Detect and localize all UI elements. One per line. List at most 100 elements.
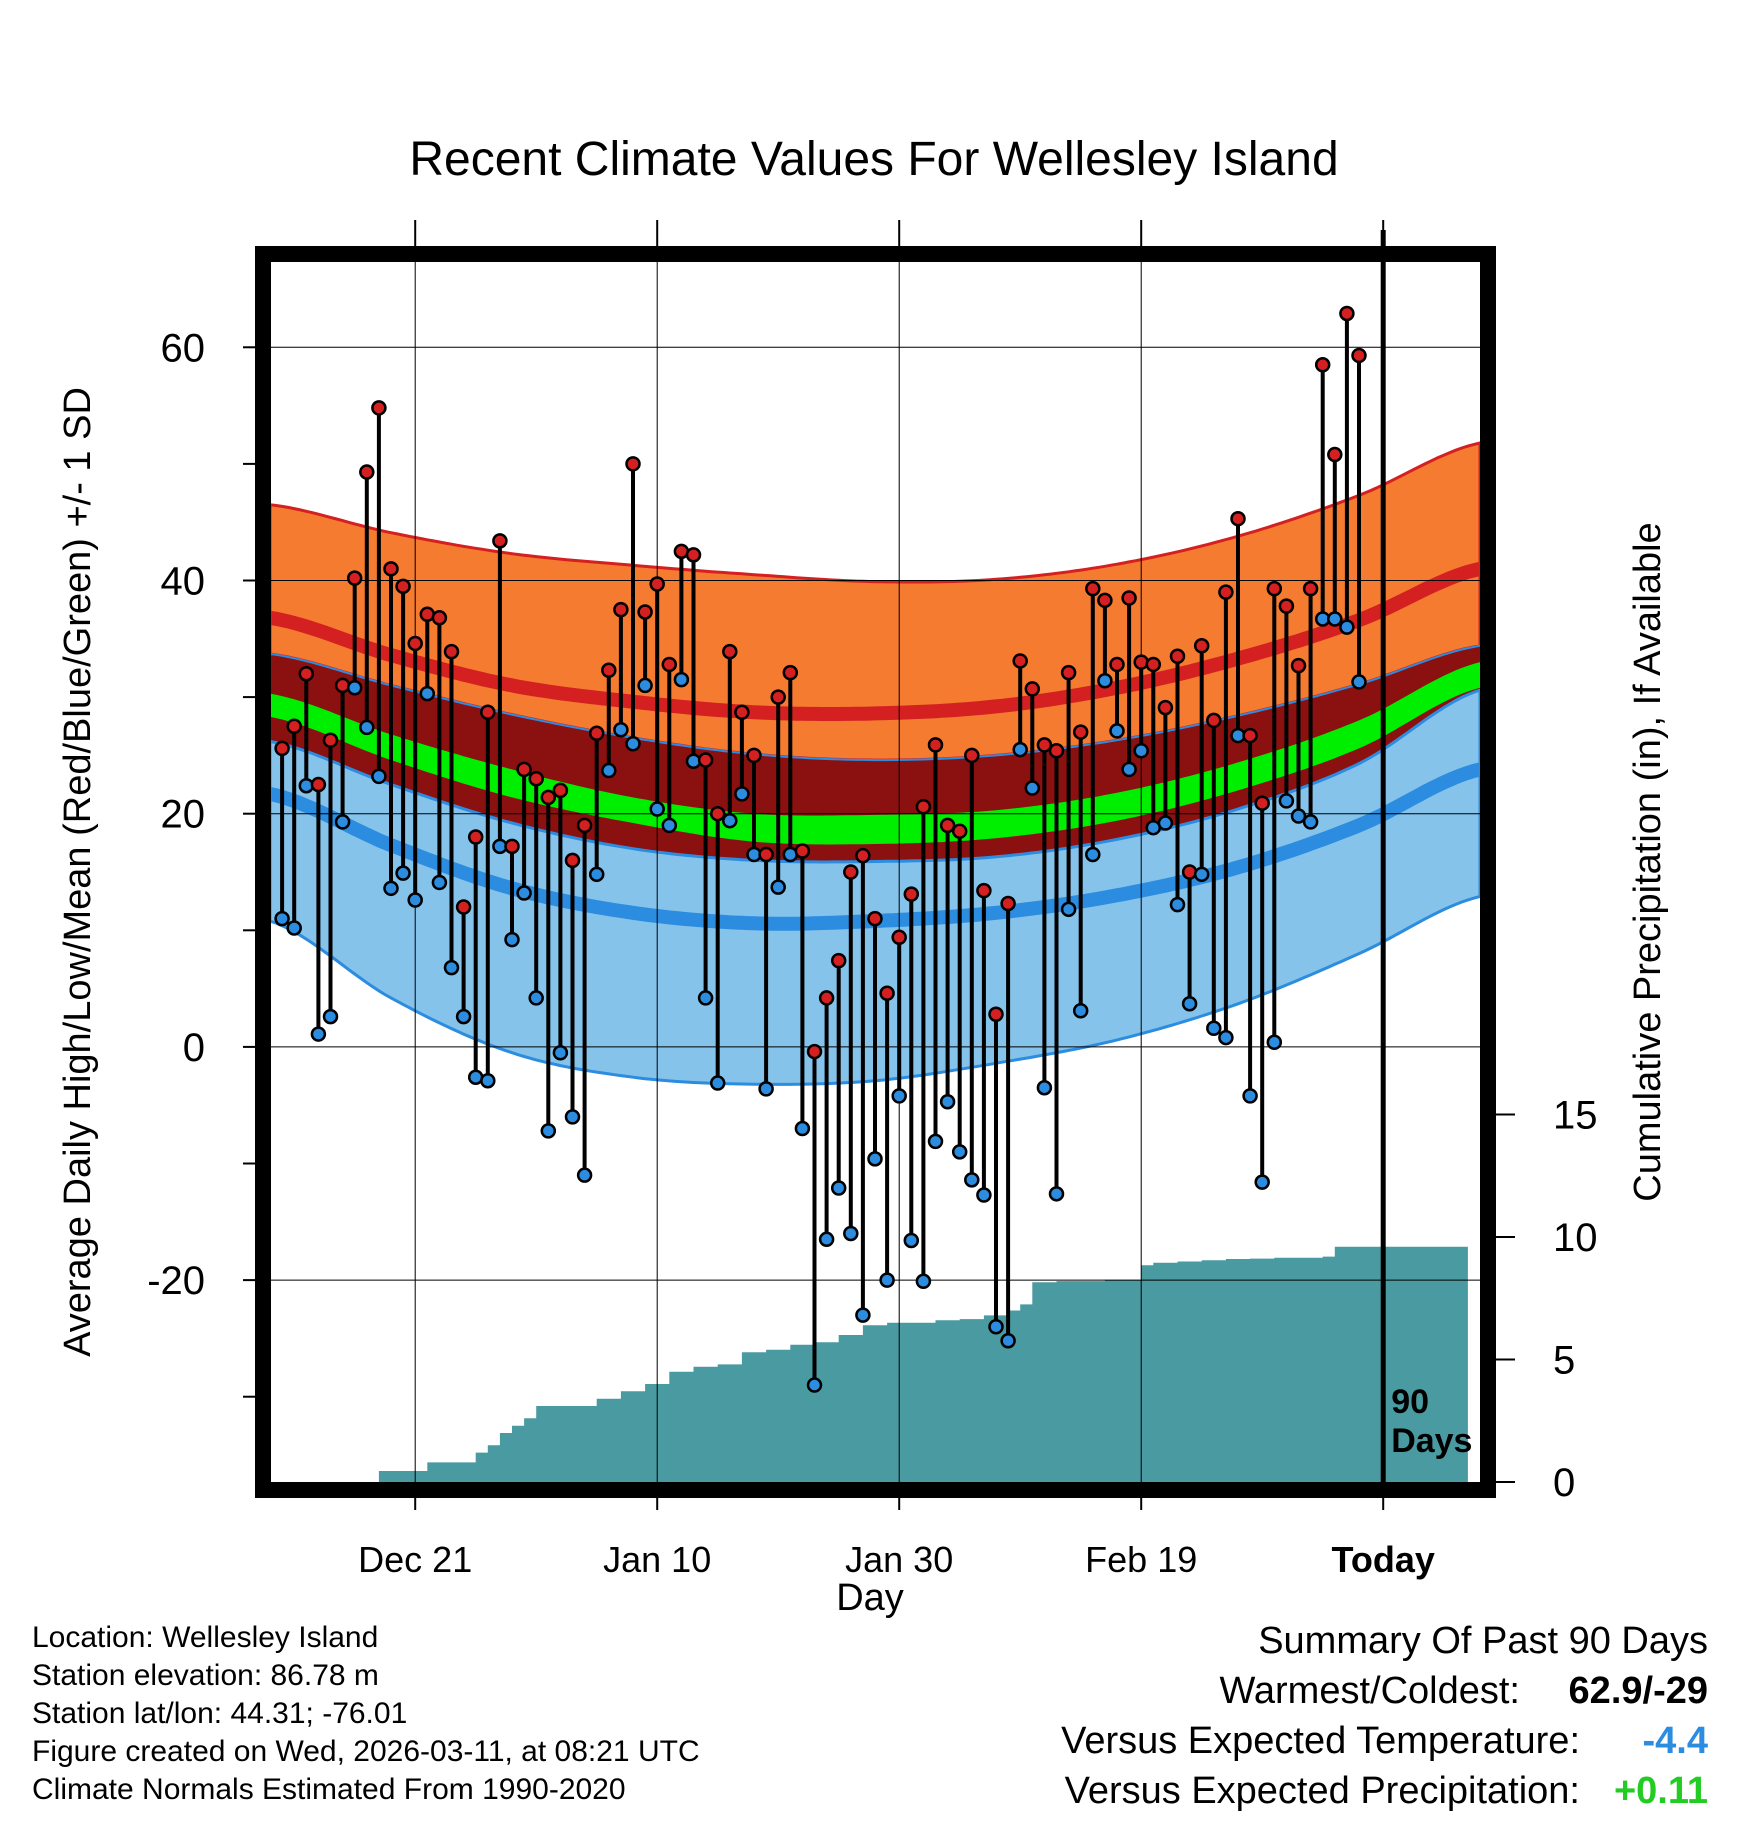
high-point (1145, 656, 1162, 673)
high-minus-sd-line (269, 644, 1481, 762)
high-point (480, 704, 496, 721)
low-point (359, 719, 375, 736)
low-point (528, 990, 544, 1006)
low-point (915, 1273, 932, 1290)
low-point (818, 1231, 835, 1248)
high-point (1302, 580, 1319, 597)
high-point (298, 666, 315, 682)
high-point (722, 643, 738, 660)
high-point (601, 662, 617, 679)
summary-precip-value: +0.11 (1613, 1770, 1708, 1812)
high-point (322, 732, 339, 748)
high-point (443, 643, 460, 660)
low-point (1000, 1332, 1016, 1349)
low-point (1121, 761, 1137, 778)
high-point (1121, 590, 1137, 606)
high-point (1193, 638, 1210, 654)
normal-high-line (268, 562, 1482, 721)
y-tick-label: 0 (183, 1026, 205, 1070)
low-point (613, 721, 629, 738)
high-point (818, 990, 835, 1006)
low-point (1181, 996, 1198, 1012)
high-point (492, 533, 508, 549)
low-point (576, 1167, 593, 1183)
low-point (1085, 846, 1101, 863)
high-point (1242, 727, 1258, 744)
low-point (649, 801, 665, 817)
low-point (419, 685, 436, 702)
high-point (1024, 681, 1041, 697)
chart-title: Recent Climate Values For Wellesley Isla… (409, 133, 1338, 186)
low-point (1193, 866, 1210, 883)
high-point (1290, 657, 1307, 674)
high-point (1327, 446, 1343, 463)
y-tick-label: 20 (161, 793, 206, 837)
high-point (1157, 699, 1174, 716)
high-point (1339, 305, 1355, 322)
y2-axis-label: Cumulative Precipitation (in), If Availa… (1627, 522, 1669, 1201)
low-point (1157, 815, 1174, 831)
low-point (1133, 742, 1149, 759)
summary-warmest-value: 62.9/-29 (1568, 1670, 1708, 1712)
info-created: Figure created on Wed, 2026-03-11, at 08… (32, 1735, 700, 1768)
high-point (395, 578, 411, 595)
high-point (1133, 654, 1149, 670)
low-point (431, 874, 448, 891)
high-point (1351, 347, 1367, 364)
low-point (1339, 619, 1355, 635)
low-point (1327, 611, 1343, 627)
high-point (843, 864, 859, 880)
low-point (927, 1133, 944, 1150)
y2-tick-label: 0 (1553, 1461, 1575, 1505)
low-point (879, 1272, 895, 1288)
high-point (540, 789, 557, 806)
high-point (649, 576, 665, 592)
high-point (988, 1006, 1004, 1023)
low-point (988, 1319, 1004, 1335)
high-point (964, 747, 980, 764)
low-point (540, 1123, 557, 1139)
high-point (939, 817, 956, 834)
low-point (480, 1072, 496, 1089)
high-point (1206, 712, 1222, 729)
high-point (976, 882, 992, 899)
y-tick-label: -20 (147, 1259, 205, 1303)
info-normals: Climate Normals Estimated From 1990-2020 (32, 1773, 626, 1806)
high-point (1085, 580, 1101, 597)
low-point (806, 1377, 823, 1393)
high-point (855, 847, 871, 864)
days-label-2: Days (1391, 1422, 1472, 1460)
high-point (1000, 895, 1016, 912)
low-point (552, 1044, 569, 1061)
high-point (879, 985, 895, 1002)
low-point (564, 1109, 581, 1125)
high-point (770, 689, 786, 705)
high-point (576, 817, 593, 834)
high-point (1181, 864, 1198, 880)
low-point (310, 1026, 327, 1042)
low-point (734, 786, 750, 802)
low-point (322, 1008, 339, 1025)
low-point (758, 1081, 774, 1097)
low-point (843, 1225, 859, 1242)
high-point (286, 718, 302, 734)
low-point (1036, 1079, 1053, 1096)
info-latlon: Station lat/lon: 44.31; -76.01 (32, 1697, 408, 1730)
high-point (1072, 724, 1089, 740)
x-tick-label: Dec 21 (358, 1539, 472, 1580)
low-point (625, 735, 641, 752)
low-point (1048, 1186, 1065, 1202)
low-point (951, 1144, 968, 1160)
high-point (1218, 584, 1234, 600)
low-point (673, 671, 690, 688)
high-point (746, 747, 762, 764)
high-point (359, 464, 375, 480)
low-point (939, 1093, 956, 1110)
high-point (467, 829, 484, 845)
low-point (976, 1187, 992, 1203)
high-point (564, 852, 581, 869)
low-point (891, 1088, 907, 1104)
low-point (964, 1172, 980, 1188)
low-point (709, 1075, 726, 1091)
summary-title: Summary Of Past 90 Days (1258, 1620, 1708, 1662)
